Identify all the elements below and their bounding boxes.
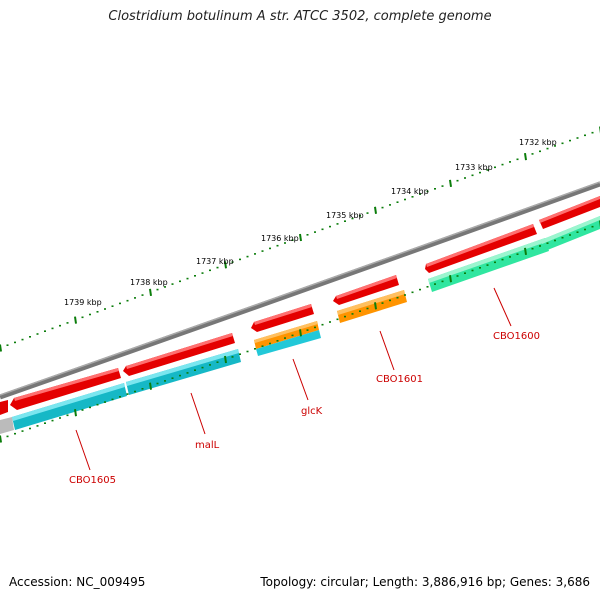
cds-gray xyxy=(0,417,14,434)
forward-strand-genes xyxy=(0,196,600,415)
major-tick xyxy=(374,206,377,214)
cds-track xyxy=(0,216,600,434)
forward-gene-highlight xyxy=(126,333,233,369)
major-tick xyxy=(449,179,452,188)
major-tick xyxy=(299,329,302,337)
tick-labels: 1732 kbp 1733 kbp 1734 kbp 1735 kbp 1736… xyxy=(64,138,557,307)
label-leaders xyxy=(75,287,512,471)
forward-gene-highlight xyxy=(336,275,397,299)
cds-highlight xyxy=(254,321,318,343)
major-tick xyxy=(0,344,2,352)
forward-gene-highlight xyxy=(426,224,534,267)
genome-backbone-highlight xyxy=(0,181,600,396)
forward-gene-highlight xyxy=(254,304,312,325)
forward-gene-highlight xyxy=(14,368,119,401)
map-title: Clostridium botulinum A str. ATCC 3502, … xyxy=(108,9,492,24)
forward-gene[interactable] xyxy=(10,368,121,410)
forward-gene[interactable] xyxy=(0,400,8,415)
major-tick xyxy=(149,288,152,297)
cds-highlight xyxy=(337,290,405,315)
major-tick xyxy=(449,275,452,283)
gene-label-cbo1600[interactable]: CBO1600 xyxy=(493,331,540,342)
tick-label: 1734 kbp xyxy=(391,187,429,196)
tick-label: 1739 kbp xyxy=(64,298,102,307)
genome-backbone xyxy=(0,181,600,400)
cds-highlight xyxy=(12,383,125,421)
tick-label: 1737 kbp xyxy=(196,257,234,266)
major-tick xyxy=(374,302,377,310)
cds-glck[interactable] xyxy=(256,330,321,356)
outer-tick-track xyxy=(0,126,600,352)
major-tick xyxy=(149,382,152,390)
tick-label: 1735 kbp xyxy=(326,211,364,220)
gene-labels: CBO1600 CBO1601 glcK malL CBO1605 xyxy=(69,331,540,486)
forward-gene-highlight xyxy=(539,196,600,223)
leader-cbo1601 xyxy=(379,330,395,371)
tick-label: 1736 kbp xyxy=(261,234,299,243)
gene-label-cbo1601[interactable]: CBO1601 xyxy=(376,374,423,385)
major-tick xyxy=(224,261,227,269)
major-tick xyxy=(0,435,2,443)
major-tick xyxy=(224,355,227,364)
cds-highlight xyxy=(126,349,239,386)
genome-summary-text: Topology: circular; Length: 3,886,916 bp… xyxy=(260,575,590,589)
major-tick xyxy=(299,233,302,242)
major-tick xyxy=(74,316,77,324)
cds-highlight xyxy=(541,216,600,244)
accession-text: Accession: NC_009495 xyxy=(9,575,146,589)
tick-label: 1733 kbp xyxy=(455,163,493,172)
tick-label: 1732 kbp xyxy=(519,138,557,147)
tick-label: 1738 kbp xyxy=(130,278,168,287)
gene-label-glck[interactable]: glcK xyxy=(301,406,323,417)
gene-label-mall[interactable]: malL xyxy=(195,440,220,451)
leader-cbo1605 xyxy=(75,429,91,471)
major-tick xyxy=(74,409,77,417)
major-tick xyxy=(524,152,527,161)
gene-label-cbo1605[interactable]: CBO1605 xyxy=(69,475,116,486)
cds-highlight xyxy=(428,238,546,283)
inner-tick-track xyxy=(0,220,600,443)
leader-mall xyxy=(190,392,206,435)
leader-cbo1600 xyxy=(493,287,512,327)
leader-glck xyxy=(292,358,309,401)
major-tick xyxy=(524,247,527,256)
